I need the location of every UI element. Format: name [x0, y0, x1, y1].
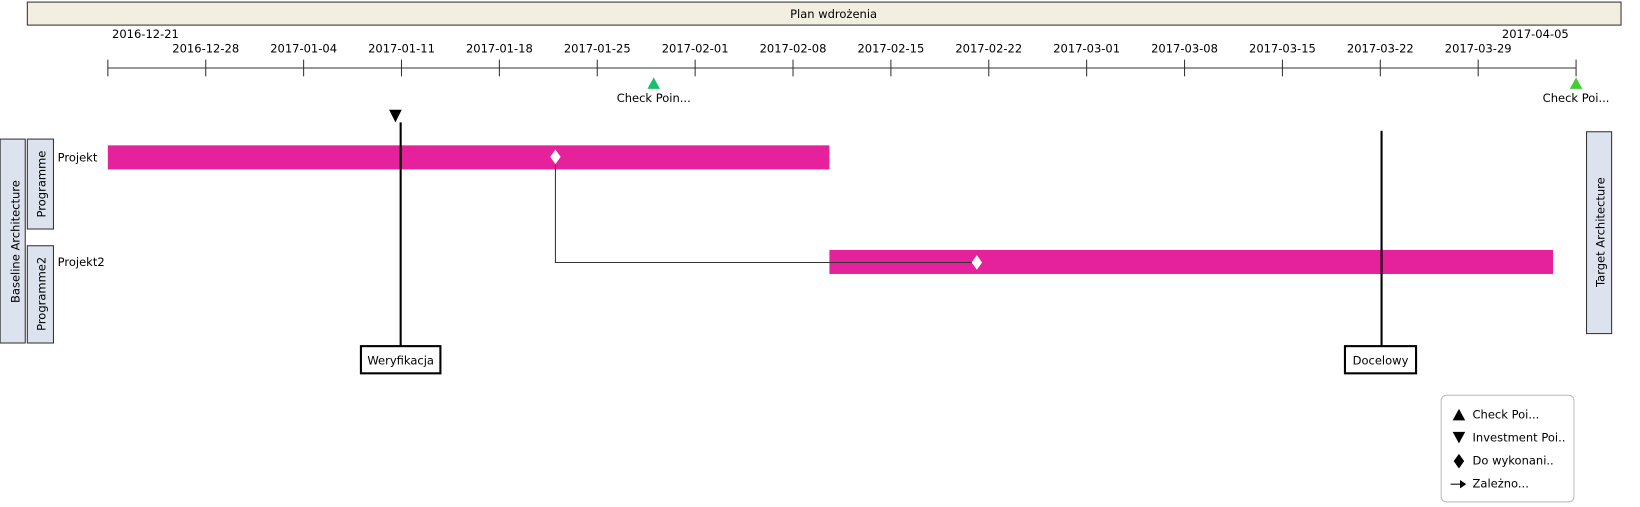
tick-label: 2017-01-25	[564, 42, 631, 56]
tick-label: 2017-03-01	[1053, 42, 1120, 56]
task-diamond	[550, 149, 561, 165]
legend-label: Do wykonani..	[1473, 454, 1554, 468]
ticks: 2016-12-28 2017-01-04 2017-01-11 2017-01-18…	[107, 42, 1577, 77]
project-label: Projekt	[58, 150, 98, 164]
milestone-icon	[1569, 77, 1583, 89]
tick-label: 2017-03-22	[1347, 42, 1414, 56]
programme	[26, 138, 54, 230]
milestone-label: Check Poin...	[617, 91, 691, 105]
start-date: 2016-12-21	[112, 27, 179, 41]
programme	[26, 245, 54, 344]
milestone-label: Check Poi...	[1543, 91, 1610, 105]
tick-label: 2017-02-22	[955, 42, 1022, 56]
milestone-icon	[647, 77, 661, 89]
title: Plan wdrożenia	[790, 7, 877, 21]
dependency	[554, 165, 973, 264]
lane	[1586, 131, 1613, 335]
marker-label: Weryfikacja	[367, 353, 434, 367]
tick-label: 2017-03-29	[1445, 42, 1512, 56]
legend-icon	[1452, 431, 1466, 444]
title-bar	[26, 1, 1622, 26]
marker-label: Docelowy	[1353, 353, 1409, 367]
tick-label: 2017-02-15	[857, 42, 924, 56]
legend-label: Check Poi...	[1473, 408, 1540, 422]
tick-label: 2017-03-08	[1151, 42, 1218, 56]
tick-label: 2017-03-15	[1249, 42, 1316, 56]
programme-label: Programme2	[34, 257, 48, 331]
marker-box	[1343, 345, 1418, 375]
tick-label: 2016-12-28	[172, 42, 239, 56]
legend-label: Zależno...	[1473, 477, 1529, 491]
lane-label: Target Architecture	[1594, 177, 1608, 288]
legend-icon	[1459, 479, 1467, 489]
programme-label: Programme	[34, 151, 48, 218]
tick-label: 2017-01-04	[270, 42, 337, 56]
end-date: 2017-04-05	[1502, 27, 1569, 41]
legend-label: Investment Poi..	[1473, 431, 1566, 445]
tick-label: 2017-02-08	[760, 42, 827, 56]
tick-label: 2017-01-18	[466, 42, 533, 56]
lane-label: Baseline Architecture	[8, 180, 22, 303]
lane	[0, 138, 26, 344]
project-bar	[107, 145, 830, 170]
legend	[1440, 394, 1575, 503]
marker-box	[359, 345, 442, 375]
tick-label: 2017-01-11	[368, 42, 435, 56]
investment-point	[389, 109, 402, 123]
tick-label: 2017-02-01	[662, 42, 729, 56]
legend-icon	[1452, 408, 1466, 421]
project-label: Projekt2	[58, 255, 105, 269]
